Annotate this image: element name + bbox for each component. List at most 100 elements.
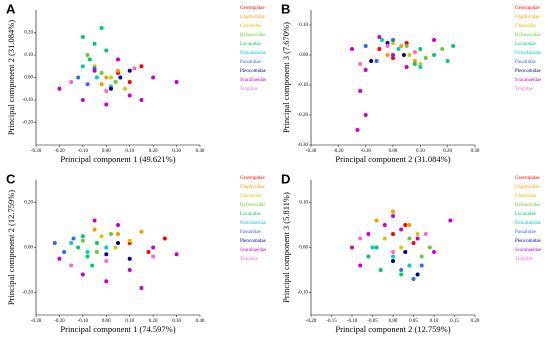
point bbox=[108, 75, 113, 80]
point bbox=[358, 89, 363, 93]
x-tick-label: -0.30 bbox=[31, 319, 42, 324]
x-tick-label: 0.00 bbox=[102, 149, 111, 154]
panel-label: D bbox=[281, 171, 290, 186]
point bbox=[399, 245, 404, 250]
point bbox=[127, 93, 132, 98]
point bbox=[116, 68, 120, 73]
point bbox=[85, 53, 90, 57]
point bbox=[85, 250, 90, 254]
x-tick-label: -0.30 bbox=[31, 149, 42, 154]
x-tick-label: 0.30 bbox=[172, 149, 181, 154]
panel-label: B bbox=[281, 1, 290, 16]
point bbox=[440, 47, 445, 51]
point bbox=[139, 98, 144, 102]
y-axis-title: Principal component 3 (7.670%) bbox=[281, 22, 291, 133]
y-tick-label: -0.20 bbox=[23, 291, 34, 296]
point bbox=[113, 245, 118, 250]
point bbox=[92, 227, 97, 232]
point bbox=[127, 268, 132, 272]
point bbox=[412, 50, 417, 54]
x-tick-label: 0.00 bbox=[389, 319, 398, 324]
legend-label: Scarabaeidae bbox=[240, 78, 267, 83]
point bbox=[99, 234, 104, 239]
point bbox=[391, 259, 395, 263]
point bbox=[419, 263, 424, 268]
legend-label: Hybosoridae bbox=[515, 33, 541, 38]
point bbox=[391, 254, 395, 259]
point bbox=[104, 48, 109, 53]
y-tick-label: 0.10 bbox=[299, 23, 308, 28]
point bbox=[132, 66, 137, 71]
x-axis-title: Principal component 1 (49.621%) bbox=[60, 154, 175, 164]
point bbox=[62, 250, 67, 254]
point bbox=[451, 44, 456, 48]
point bbox=[423, 56, 428, 60]
y-tick-label: -0.10 bbox=[298, 83, 309, 88]
point bbox=[378, 268, 383, 272]
point bbox=[385, 41, 390, 45]
point bbox=[85, 254, 90, 259]
point bbox=[358, 62, 363, 66]
x-tick-label: 0.20 bbox=[149, 319, 158, 324]
x-axis-title: Principal component 1 (74.597%) bbox=[60, 324, 175, 334]
point bbox=[403, 250, 408, 254]
legend-label: Scarabaeidae bbox=[240, 248, 267, 253]
y-tick-label: 0.20 bbox=[24, 201, 33, 206]
point bbox=[391, 53, 395, 57]
x-tick-label: 0.20 bbox=[149, 149, 158, 154]
point bbox=[377, 35, 382, 39]
x-tick-label: 0.00 bbox=[102, 319, 111, 324]
legend-label: Ochodaeidae bbox=[240, 221, 267, 226]
point bbox=[116, 57, 120, 62]
point bbox=[108, 86, 113, 91]
point bbox=[104, 259, 109, 263]
legend-label: Geotrupidae bbox=[240, 176, 265, 181]
point bbox=[432, 38, 436, 42]
point bbox=[116, 241, 120, 245]
legend-label: Scarabaeidae bbox=[515, 248, 542, 253]
y-tick-label: 0.00 bbox=[299, 246, 308, 251]
point bbox=[415, 272, 420, 277]
point bbox=[71, 236, 76, 241]
point bbox=[350, 47, 354, 51]
x-tick-label: 0.15 bbox=[450, 319, 459, 324]
legend-label: Pleocomidae bbox=[240, 239, 267, 244]
y-tick-label: 0.10 bbox=[24, 53, 33, 58]
point bbox=[374, 59, 379, 63]
point bbox=[391, 214, 395, 218]
point bbox=[366, 232, 371, 236]
y-tick-label: -0.20 bbox=[298, 113, 309, 118]
point bbox=[94, 75, 99, 80]
x-tick-label: 0.40 bbox=[196, 149, 205, 154]
point bbox=[412, 62, 417, 66]
panel-label: A bbox=[6, 1, 16, 16]
point bbox=[391, 209, 395, 214]
point bbox=[418, 62, 423, 66]
x-tick-label: -0.20 bbox=[54, 319, 65, 324]
point bbox=[80, 234, 85, 239]
y-tick-label: -0.10 bbox=[23, 98, 34, 103]
x-tick-label: 0.20 bbox=[443, 149, 452, 154]
point bbox=[123, 86, 128, 91]
point bbox=[369, 59, 374, 63]
point bbox=[411, 277, 416, 281]
legend-label: Ochodaeidae bbox=[240, 51, 267, 56]
point bbox=[127, 68, 132, 73]
x-tick-label: -0.15 bbox=[326, 319, 337, 324]
point bbox=[151, 254, 156, 259]
point bbox=[87, 57, 92, 62]
legend-label: Ochodaeidae bbox=[515, 221, 542, 226]
point bbox=[382, 236, 387, 241]
x-tick-label: 0.10 bbox=[416, 149, 425, 154]
x-tick-label: -0.20 bbox=[333, 149, 344, 154]
y-tick-label: 0.00 bbox=[299, 53, 308, 58]
point bbox=[139, 286, 144, 290]
point bbox=[396, 47, 401, 51]
point bbox=[113, 80, 118, 84]
point bbox=[391, 56, 395, 60]
legend-label: Glaresidae bbox=[240, 194, 262, 199]
x-tick-label: -0.10 bbox=[78, 319, 89, 324]
point bbox=[363, 68, 368, 72]
panel: B -0.30 -0.20 -0.10 0.00 0.10 0.20 0.30 -0.30 -0.… bbox=[281, 1, 542, 164]
legend-label: Trogidae bbox=[240, 87, 259, 92]
